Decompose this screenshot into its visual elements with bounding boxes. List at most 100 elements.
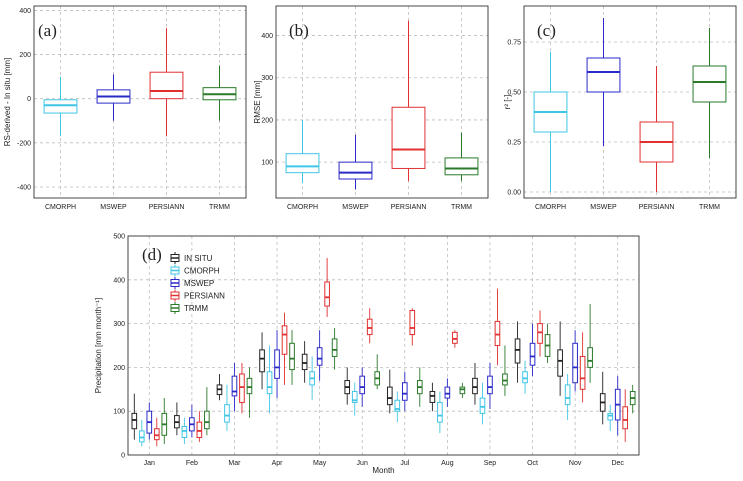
x-tick-label: TRMM xyxy=(451,204,472,211)
box-iqr xyxy=(394,399,401,412)
y-tick-label: 100 xyxy=(113,409,125,416)
monthly-box xyxy=(544,323,551,364)
monthly-box xyxy=(572,330,578,392)
box-iqr xyxy=(586,57,621,93)
x-tick-label: PERSIANN xyxy=(639,204,675,211)
box-iqr xyxy=(285,153,320,174)
panel-c-r-squared: 0.00 0.25 0.50 0.75 CMORPH MSWEP PERSIANN TRMM (… xyxy=(503,5,737,211)
box-iqr xyxy=(131,412,138,430)
monthly-box xyxy=(564,373,571,420)
box-iqr xyxy=(266,371,273,395)
monthly-box xyxy=(409,308,416,346)
box-iqr xyxy=(622,406,629,430)
monthly-box xyxy=(416,367,423,407)
monthly-box xyxy=(301,341,308,383)
box-iqr xyxy=(529,342,536,366)
y-tick-label: 300 xyxy=(261,75,273,82)
legend-label: TRMM xyxy=(184,304,208,313)
monthly-box xyxy=(437,391,443,434)
box-cmorph xyxy=(285,119,320,184)
legend-item: CMORPH xyxy=(170,264,220,277)
box-trmm xyxy=(202,65,237,121)
monthly-box xyxy=(174,402,180,436)
x-tick-label: May xyxy=(313,460,327,467)
box-iqr xyxy=(324,281,330,307)
box-iqr xyxy=(587,347,593,368)
monthly-box xyxy=(502,345,508,396)
box-iqr xyxy=(204,410,210,430)
x-tick-label: MSWEP xyxy=(342,204,369,211)
panel-label: (c) xyxy=(537,21,556,40)
y-tick-label: 200 xyxy=(113,365,125,372)
box-iqr xyxy=(359,375,366,395)
monthly-box xyxy=(472,363,478,405)
box-trmm xyxy=(444,132,479,182)
y-axis-title: r² [-] xyxy=(503,95,512,110)
y-tick-label: 400 xyxy=(19,8,31,15)
monthly-box xyxy=(324,257,330,318)
box-iqr xyxy=(366,318,373,336)
box-iqr xyxy=(479,397,486,414)
monthly-box xyxy=(331,327,338,370)
monthly-box xyxy=(429,382,436,412)
monthly-box xyxy=(224,384,230,431)
y-tick-label: 0 xyxy=(27,96,31,103)
box-iqr xyxy=(338,161,373,180)
y-tick-label: 400 xyxy=(113,277,125,284)
x-tick-label: Nov xyxy=(569,460,582,467)
monthly-box xyxy=(622,389,629,442)
box-iqr xyxy=(537,323,543,344)
x-tick-label: MSWEP xyxy=(100,204,127,211)
series-in-situ xyxy=(131,321,606,440)
box-iqr xyxy=(692,65,727,103)
x-tick-label: Jun xyxy=(357,460,368,467)
box-iqr xyxy=(409,309,416,336)
legend-item: IN SITU xyxy=(170,252,213,264)
x-tick-label: Feb xyxy=(186,460,198,467)
box-trmm xyxy=(692,28,727,158)
box-iqr xyxy=(386,386,393,406)
panel-label: (a) xyxy=(38,21,57,40)
box-iqr xyxy=(452,331,458,344)
monthly-box xyxy=(374,354,381,390)
box-iqr xyxy=(579,355,586,390)
monthly-box xyxy=(529,323,536,377)
x-tick-label: Jul xyxy=(400,460,409,467)
box-iqr xyxy=(289,342,295,371)
box-mswep xyxy=(96,74,131,121)
monthly-box xyxy=(522,360,528,394)
plot-frame xyxy=(33,5,247,199)
box-iqr xyxy=(514,338,521,364)
box-iqr xyxy=(43,99,78,114)
box-iqr xyxy=(607,412,614,421)
x-tick-label: PERSIANN xyxy=(149,204,185,211)
plot-frame xyxy=(127,235,640,456)
monthly-box xyxy=(366,308,373,344)
y-tick-label: 400 xyxy=(261,33,273,40)
monthly-box xyxy=(557,321,563,396)
monthly-box xyxy=(316,330,323,381)
box-iqr xyxy=(391,106,426,169)
box-iqr xyxy=(522,371,528,384)
box-persiann xyxy=(149,28,184,137)
y-axis-title: RMSE [mm] xyxy=(253,80,262,123)
monthly-box xyxy=(386,369,393,414)
x-tick-label: Dec xyxy=(611,460,624,467)
monthly-box xyxy=(231,363,238,412)
y-tick-label: 100 xyxy=(261,160,273,167)
monthly-box xyxy=(494,288,501,366)
x-tick-label: TRMM xyxy=(209,204,230,211)
monthly-box xyxy=(281,312,288,385)
monthly-box xyxy=(629,384,636,414)
box-iqr xyxy=(231,375,238,397)
plot-frame xyxy=(523,5,737,199)
monthly-box xyxy=(289,330,295,385)
x-tick-label: MSWEP xyxy=(590,204,617,211)
monthly-box xyxy=(246,367,253,418)
box-iqr xyxy=(494,320,501,347)
y-tick-label: 0.00 xyxy=(507,190,521,197)
x-tick-label: Aug xyxy=(441,460,454,467)
box-iqr xyxy=(351,390,358,403)
x-tick-label: CMORPH xyxy=(287,204,318,211)
